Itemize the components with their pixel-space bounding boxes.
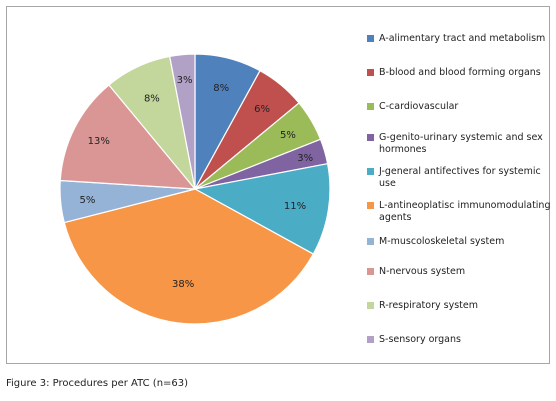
legend-swatch [367,202,374,209]
legend-swatch [367,168,374,175]
data-label-9: 8% [144,93,160,104]
legend-item: R-respiratory system [367,300,478,312]
pie-slice-5 [193,163,331,255]
legend-label: R-respiratory system [379,300,478,311]
legend-label: N-nervous system [379,266,466,277]
legend-item: L-antineoplatisc immunomodulating agents [367,200,552,224]
legend-label: B-blood and blood forming organs [379,67,541,78]
legend-swatch [367,69,374,76]
legend-label: M-muscoloskeletal system [379,236,505,247]
data-label-1: 8% [213,83,229,94]
chart-frame: 8% 6% 5% 3% 11% 38% 5% 13% 8% 3% A-alimentary tra… [6,6,550,364]
legend-swatch [367,35,374,42]
data-label-2: 6% [254,104,270,115]
pie-slice-8 [59,84,197,190]
figure-caption: Figure 3: Procedures per ATC (n=63) [6,378,189,389]
legend-label: L-antineoplatisc immunomodulating agents [379,200,551,223]
pie-slice-10 [169,53,196,190]
legend-item: M-muscoloskeletal system [367,236,504,248]
data-label-8: 13% [88,136,110,147]
data-label-5: 11% [284,201,306,212]
data-label-4: 3% [297,153,313,164]
data-label-6: 38% [172,279,194,290]
legend-label: S-sensory organs [379,334,461,345]
pie-slice-6 [63,188,315,325]
legend-swatch [367,238,374,245]
data-label-10: 3% [177,75,193,86]
legend-item: N-nervous system [367,266,465,278]
legend-swatch [367,336,374,343]
legend-item: S-sensory organs [367,334,461,346]
legend-item: J-general antifectives for systemic use [367,166,552,190]
pie-chart: 8% 6% 5% 3% 11% 38% 5% 13% 8% 3% [59,53,331,325]
legend-label: G-genito-urinary systemic and sex hormon… [379,132,543,155]
legend-item: G-genito-urinary systemic and sex hormon… [367,132,552,156]
legend-item: A-alimentary tract and metabolism [367,33,545,45]
legend-swatch [367,103,374,110]
data-label-7: 5% [80,195,96,206]
legend-label: J-general antifectives for systemic use [379,166,541,189]
legend-swatch [367,268,374,275]
legend-label: C-cardiovascular [379,101,459,112]
legend-item: C-cardiovascular [367,101,458,113]
legend-label: A-alimentary tract and metabolism [379,33,546,44]
data-label-3: 5% [280,130,296,141]
legend-swatch [367,134,374,141]
legend-item: B-blood and blood forming organs [367,67,541,79]
legend-swatch [367,302,374,309]
